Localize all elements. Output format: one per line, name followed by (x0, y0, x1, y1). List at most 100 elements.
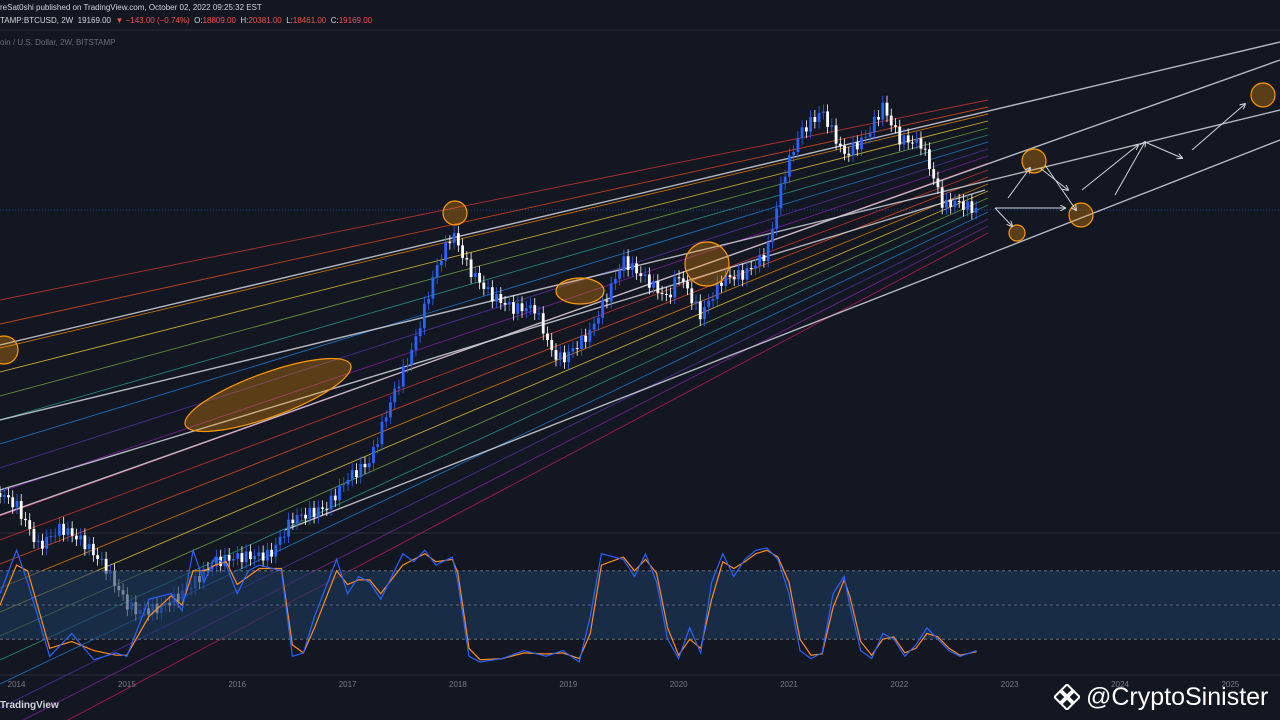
stoch-k-line (0, 547, 977, 663)
candle-body (609, 283, 613, 302)
candle-body (295, 515, 299, 524)
x-tick-label: 2021 (780, 680, 798, 689)
rainbow-band-line (0, 106, 989, 325)
candle-body (469, 259, 473, 278)
candle-body (877, 116, 880, 120)
chart-header: reSat0shi published on TradingView.com, … (0, 0, 1280, 30)
candle-body (524, 308, 528, 312)
candle-body (418, 328, 422, 337)
candle-body (257, 552, 261, 556)
candle-body (855, 142, 859, 150)
candle-body (74, 535, 78, 540)
candle-body (885, 102, 889, 116)
candle-body (533, 305, 537, 314)
candle-body (423, 303, 426, 329)
candle-body (227, 555, 231, 561)
candle-body (690, 288, 694, 304)
candle-body (444, 242, 448, 261)
candle-body (664, 293, 668, 295)
candle-body (711, 298, 715, 301)
candle-body (834, 125, 838, 144)
candle-body (316, 507, 320, 517)
candle-body (745, 268, 749, 280)
candle-body (248, 551, 252, 560)
candle-body (414, 336, 418, 350)
candle-body (580, 335, 583, 350)
open-label: O: (194, 16, 203, 25)
channel-line (0, 41, 1280, 346)
candle-body (660, 292, 664, 294)
candle-body (36, 540, 40, 542)
candle-body (601, 300, 605, 318)
candle-body (461, 245, 464, 259)
rainbow-band-line (0, 99, 989, 301)
candle-body (410, 349, 414, 365)
candle-body (499, 294, 503, 303)
candle-body (970, 201, 974, 213)
candle-body (872, 116, 876, 133)
candle-body (677, 277, 681, 279)
high-label: H: (240, 16, 249, 25)
candle-body (270, 549, 274, 557)
rainbow-band-line (0, 120, 989, 373)
x-tick-label: 2025 (1221, 680, 1239, 689)
candle-body (486, 287, 490, 289)
candle-body (720, 282, 723, 286)
candle-body (630, 263, 634, 270)
candle-body (940, 187, 944, 208)
rainbow-band-line (0, 127, 989, 397)
candle-body (698, 301, 702, 320)
price-change: ▼ −143.00 (−0.74%) (115, 16, 190, 25)
candle-body (592, 323, 596, 330)
candle-body (889, 115, 893, 126)
rainbow-band-line (0, 190, 989, 613)
series-subtitle: oin / U.S. Dollar, 2W, BITSTAMP (0, 38, 116, 47)
candle-body (232, 558, 235, 561)
symbol-label[interactable]: TAMP:BTCUSD, 2W (0, 16, 74, 25)
candle-body (346, 480, 350, 485)
candle-body (265, 549, 269, 561)
x-tick-label: 2016 (228, 680, 246, 689)
candle-body (427, 298, 431, 304)
candle-body (949, 199, 953, 208)
candle-body (28, 520, 32, 530)
candle-body (622, 256, 626, 271)
x-tick-label: 2024 (1111, 680, 1129, 689)
candle-body (435, 265, 439, 278)
tradingview-logo[interactable]: TradingView (0, 700, 59, 711)
candle-body (868, 132, 872, 137)
watermark: @CryptoSinister (1054, 682, 1268, 712)
candle-body (618, 270, 622, 279)
candle-body (541, 313, 545, 334)
candle-body (762, 254, 766, 262)
candle-body (656, 281, 660, 293)
candle-body (507, 302, 511, 305)
candle-body (236, 553, 240, 559)
projection-arrow (1191, 104, 1245, 151)
candle-body (613, 278, 617, 284)
candle-body (639, 273, 643, 276)
candle-body (431, 277, 435, 299)
candle-body (244, 551, 248, 563)
candle-body (83, 535, 87, 550)
candle-body (261, 552, 265, 561)
candle-body (2, 495, 6, 497)
candle-body (308, 507, 312, 519)
candle-body (537, 313, 541, 315)
candle-body (864, 136, 868, 138)
candle-body (439, 260, 443, 266)
candle-body (652, 281, 655, 288)
candle-body (902, 135, 906, 145)
candle-body (694, 301, 698, 304)
candle-body (563, 352, 566, 363)
x-tick-label: 2018 (449, 680, 467, 689)
candle-body (333, 495, 337, 501)
candle-body (465, 258, 469, 260)
log-growth-channel (0, 41, 1280, 531)
x-tick-label: 2020 (670, 680, 688, 689)
candle-body (966, 201, 970, 210)
candle-body (478, 272, 481, 283)
candle-body (953, 200, 957, 208)
candle-body (707, 300, 711, 308)
